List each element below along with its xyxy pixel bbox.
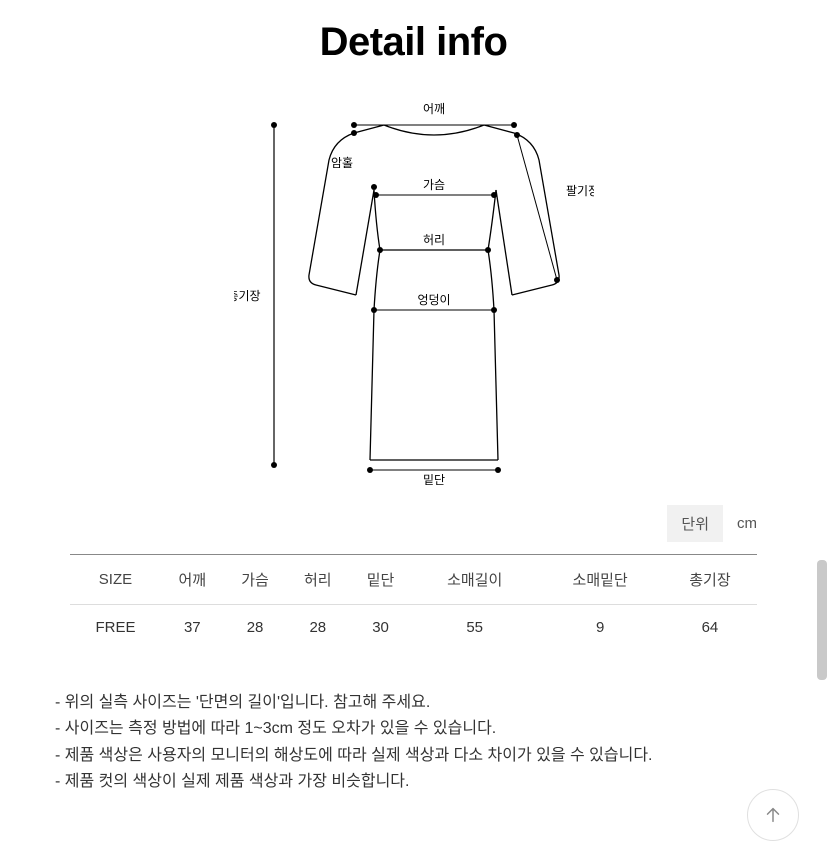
label-armhole: 암홀: [330, 156, 352, 170]
page-title: Detail info: [0, 20, 827, 65]
ruler-hip: 엉덩이: [371, 293, 497, 313]
col-size: SIZE: [70, 555, 161, 605]
col-shoulder: 어깨: [161, 555, 224, 605]
ruler-total-length: 총기장: [234, 122, 277, 468]
cell-sleeve-length: 55: [412, 605, 537, 651]
cell-size: FREE: [70, 605, 161, 651]
unit-value: cm: [737, 515, 757, 532]
label-total-length: 총기장: [234, 289, 261, 303]
unit-row: 단위 cm: [0, 505, 827, 542]
col-chest: 가슴: [224, 555, 287, 605]
label-hem: 밑단: [422, 473, 444, 485]
note-line: - 제품 컷의 색상이 실제 제품 색상과 가장 비슷합니다.: [55, 769, 772, 795]
ruler-chest: 가슴: [373, 178, 497, 198]
arrow-up-icon: [762, 804, 784, 826]
unit-label: 단위: [667, 505, 723, 542]
cell-total: 64: [663, 605, 757, 651]
ruler-sleeve-length: 팔기장: [514, 132, 594, 283]
table-header-row: SIZE 어깨 가슴 허리 밑단 소매길이 소매밑단 총기장: [70, 555, 757, 605]
cell-chest: 28: [224, 605, 287, 651]
col-total: 총기장: [663, 555, 757, 605]
note-line: - 사이즈는 측정 방법에 따라 1~3cm 정도 오차가 있을 수 있습니다.: [55, 716, 772, 742]
ruler-shoulder: 어깨: [351, 102, 517, 128]
label-chest: 가슴: [422, 178, 444, 192]
col-waist: 허리: [286, 555, 349, 605]
label-shoulder: 어깨: [422, 102, 444, 116]
note-line: - 위의 실측 사이즈는 '단면의 길이'입니다. 참고해 주세요.: [55, 690, 772, 716]
size-diagram: 총기장: [0, 95, 827, 485]
scrollbar-thumb[interactable]: [817, 560, 827, 680]
label-waist: 허리: [422, 233, 444, 247]
label-hip: 엉덩이: [417, 293, 450, 307]
scroll-top-button[interactable]: [747, 789, 799, 841]
size-table: SIZE 어깨 가슴 허리 밑단 소매길이 소매밑단 총기장 FREE 37 2…: [70, 554, 757, 650]
cell-shoulder: 37: [161, 605, 224, 651]
cell-hem: 30: [349, 605, 412, 651]
col-sleeve-hem: 소매밑단: [537, 555, 662, 605]
table-row: FREE 37 28 28 30 55 9 64: [70, 605, 757, 651]
col-hem: 밑단: [349, 555, 412, 605]
cell-sleeve-hem: 9: [537, 605, 662, 651]
label-sleeve-length: 팔기장: [566, 184, 594, 198]
ruler-armhole: 암홀: [330, 130, 376, 190]
ruler-waist: 허리: [377, 233, 491, 253]
notes: - 위의 실측 사이즈는 '단면의 길이'입니다. 참고해 주세요. - 사이즈…: [55, 690, 772, 796]
cell-waist: 28: [286, 605, 349, 651]
col-sleeve-length: 소매길이: [412, 555, 537, 605]
note-line: - 제품 색상은 사용자의 모니터의 해상도에 따라 실제 색상과 다소 차이가…: [55, 743, 772, 769]
ruler-hem: 밑단: [367, 467, 501, 485]
